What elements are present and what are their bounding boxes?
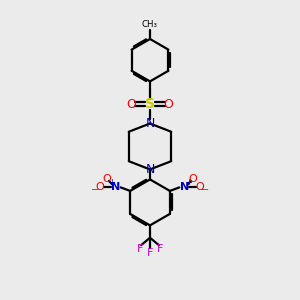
Text: O: O	[164, 98, 173, 111]
Text: S: S	[145, 98, 155, 111]
Text: F: F	[136, 244, 143, 254]
Text: +: +	[185, 178, 192, 187]
Text: F: F	[147, 248, 153, 258]
Text: N: N	[145, 117, 155, 130]
Text: F: F	[157, 244, 164, 254]
Text: O: O	[127, 98, 136, 111]
Text: N: N	[111, 182, 120, 192]
Text: −: −	[201, 185, 209, 195]
Text: N: N	[145, 163, 155, 176]
Text: N: N	[180, 182, 189, 192]
Text: O: O	[96, 182, 104, 192]
Text: O: O	[196, 182, 204, 192]
Text: O: O	[103, 174, 112, 184]
Text: CH₃: CH₃	[142, 20, 158, 29]
Text: −: −	[91, 185, 99, 195]
Text: +: +	[108, 178, 115, 187]
Text: O: O	[188, 174, 197, 184]
